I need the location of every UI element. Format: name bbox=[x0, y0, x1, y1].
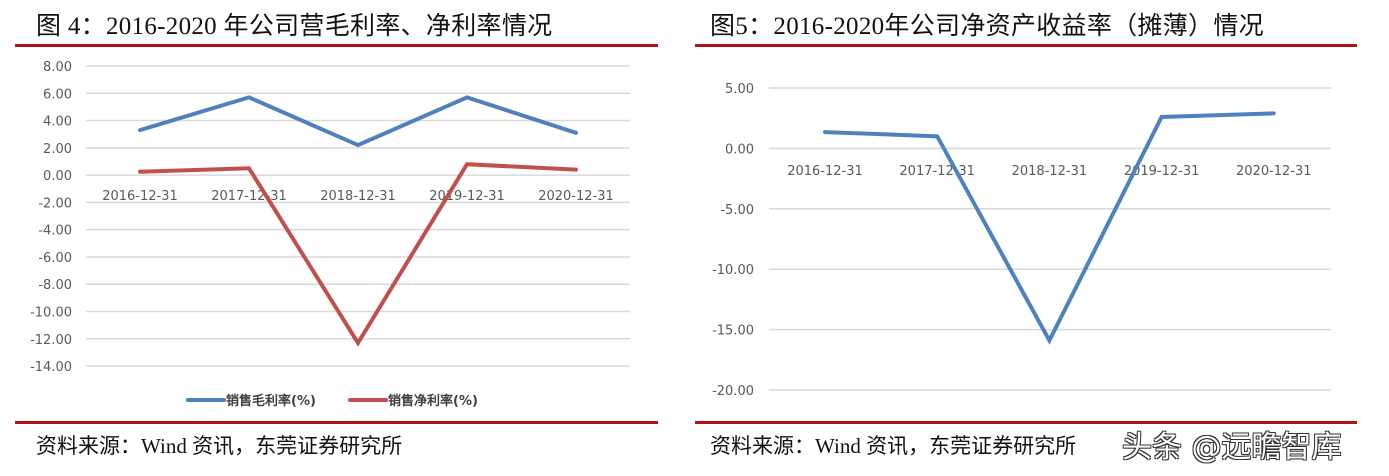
figure-5-title: 图5：2016-2020年公司净资产收益率（摊薄）情况 bbox=[710, 13, 1264, 40]
y-tick-label: -10.00 bbox=[712, 263, 754, 278]
figure-4-panel: 图 4：2016-2020 年公司营毛利率、净利率情况 8.00 6.00 4.00… bbox=[0, 0, 680, 476]
figure-4-title: 图 4：2016-2020 年公司营毛利率、净利率情况 bbox=[36, 13, 553, 40]
source-rule bbox=[695, 421, 1357, 424]
y-tick-label: 4.00 bbox=[43, 115, 72, 130]
series-line bbox=[823, 111, 1276, 345]
y-tick-label: -4.00 bbox=[38, 224, 72, 239]
y-tick-label: 5.00 bbox=[725, 82, 754, 97]
y-tick-label: 2.00 bbox=[43, 142, 72, 157]
y-tick-label: -2.00 bbox=[38, 196, 72, 211]
roe-line-chart: 5.00 0.00 -5.00 -10.00 -15.00 -20.00 2016-12-3… bbox=[712, 82, 1331, 399]
y-tick-label: -5.00 bbox=[720, 203, 754, 218]
legend-label: 销售毛利率(%) bbox=[226, 393, 316, 409]
y-tick-label: -10.00 bbox=[30, 306, 72, 321]
y-tick-label: -15.00 bbox=[712, 324, 754, 339]
watermark: 头条 @远瞻智库 bbox=[1122, 430, 1342, 465]
y-tick-label: -6.00 bbox=[38, 251, 72, 266]
title-rule bbox=[15, 44, 658, 47]
y-tick-label: 6.00 bbox=[43, 87, 72, 102]
y-tick-label: -20.00 bbox=[712, 384, 754, 399]
figure-4-source: 资料来源：Wind 资讯，东莞证券研究所 bbox=[36, 434, 403, 458]
y-tick-label: -12.00 bbox=[30, 333, 72, 348]
y-tick-label: 8.00 bbox=[43, 60, 72, 75]
x-tick-label: 2020-12-31 bbox=[1236, 164, 1312, 179]
figure-5-source: 资料来源：Wind 资讯，东莞证券研究所 bbox=[710, 434, 1077, 458]
x-tick-label: 2019-12-31 bbox=[1124, 164, 1200, 179]
y-tick-label: -8.00 bbox=[38, 278, 72, 293]
x-tick-label: 2018-12-31 bbox=[320, 189, 396, 204]
margin-line-chart: 8.00 6.00 4.00 2.00 0.00 -2.00 -4.00 -6.00 -8.00… bbox=[30, 60, 630, 409]
x-tick-label: 2017-12-31 bbox=[899, 164, 975, 179]
y-tick-label: 0.00 bbox=[43, 169, 72, 184]
legend-label: 销售净利率(%) bbox=[388, 393, 478, 409]
x-tick-label: 2016-12-31 bbox=[102, 189, 178, 204]
source-rule bbox=[15, 421, 658, 424]
figure-5-panel: 图5：2016-2020年公司净资产收益率（摊薄）情况 资料来源：Wind 资讯… bbox=[690, 0, 1389, 476]
y-tick-label: 0.00 bbox=[725, 142, 754, 157]
x-tick-label: 2020-12-31 bbox=[538, 189, 614, 204]
x-tick-label: 2016-12-31 bbox=[787, 164, 863, 179]
series-line bbox=[138, 95, 578, 148]
x-tick-label: 2018-12-31 bbox=[1012, 164, 1088, 179]
y-tick-label: -14.00 bbox=[30, 360, 72, 375]
title-rule bbox=[695, 44, 1357, 47]
series-line bbox=[138, 162, 578, 347]
